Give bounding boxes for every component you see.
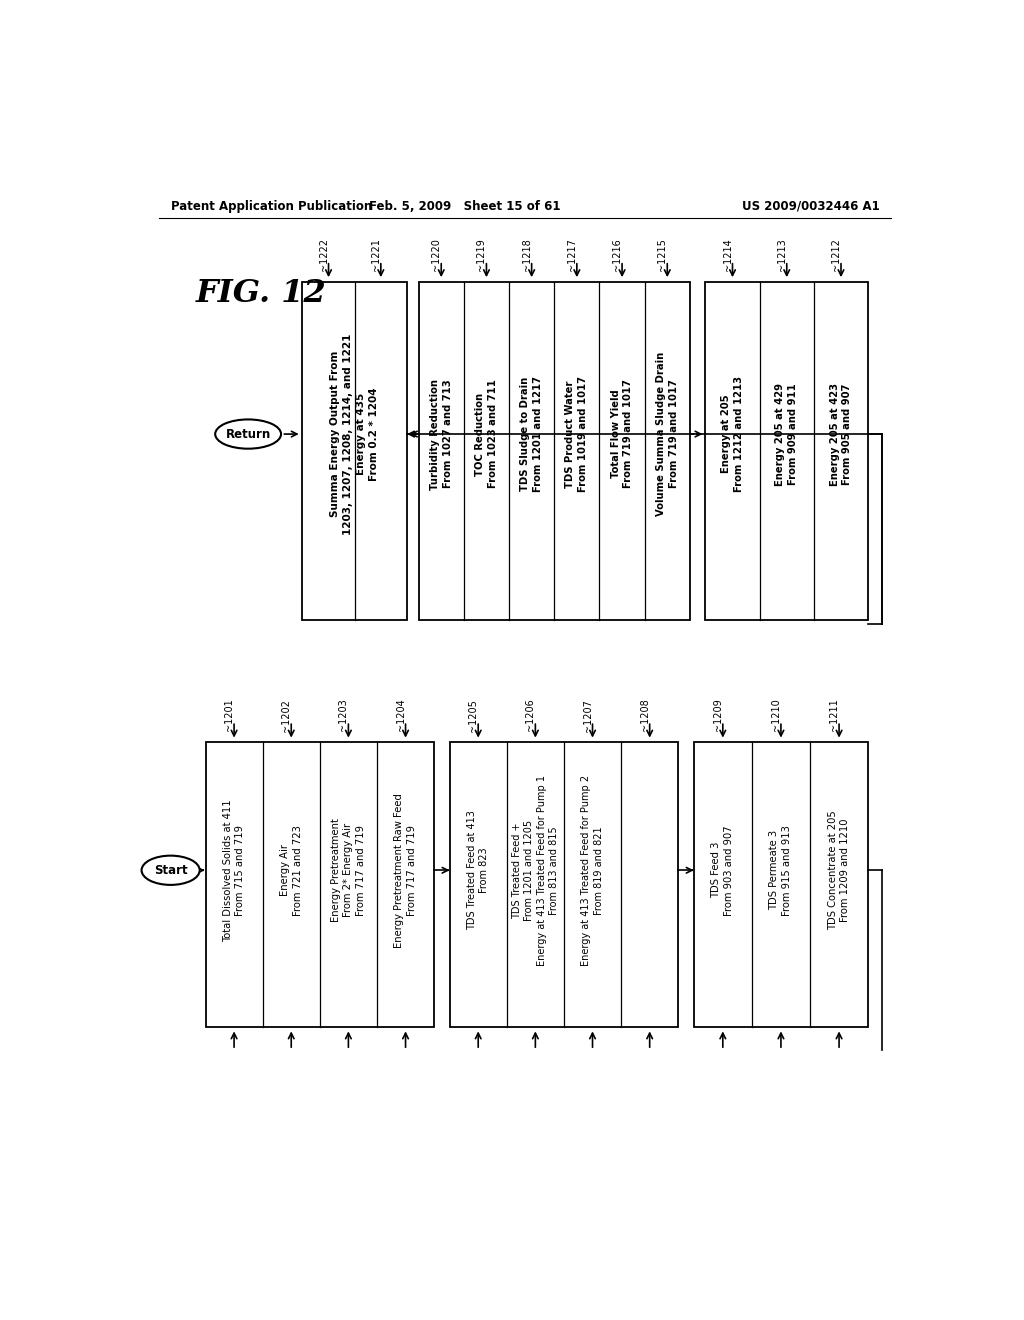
Text: ~1211: ~1211 <box>829 698 839 731</box>
Text: ~1205: ~1205 <box>468 698 478 731</box>
Bar <box>706 281 868 620</box>
Bar <box>302 281 407 620</box>
Text: ~1217: ~1217 <box>567 238 577 271</box>
Bar <box>450 742 678 1027</box>
Text: Energy at 205
From 1212 and 1213: Energy at 205 From 1212 and 1213 <box>721 376 743 492</box>
Text: Energy 205 at 429
From 909 and 911: Energy 205 at 429 From 909 and 911 <box>775 383 798 486</box>
Text: TDS Concentrate at 205
From 1209 and 1210: TDS Concentrate at 205 From 1209 and 121… <box>827 810 851 931</box>
Text: Total Flow Yield
From 719 and 1017: Total Flow Yield From 719 and 1017 <box>610 380 634 488</box>
Text: Energy Pretreatment
From 2* Energy Air
From 717 and 719: Energy Pretreatment From 2* Energy Air F… <box>331 818 367 923</box>
Text: ~1212: ~1212 <box>831 238 841 271</box>
Text: ~1206: ~1206 <box>525 698 536 731</box>
Text: FIG. 12: FIG. 12 <box>197 277 327 309</box>
Bar <box>419 281 690 620</box>
Text: TDS Treated Feed at 413
From 823: TDS Treated Feed at 413 From 823 <box>467 810 489 931</box>
Text: ~1213: ~1213 <box>777 239 786 271</box>
Text: ~1209: ~1209 <box>713 698 723 731</box>
Ellipse shape <box>141 855 200 884</box>
Text: ~1203: ~1203 <box>338 698 348 731</box>
Text: Energy Air
From 721 and 723: Energy Air From 721 and 723 <box>280 825 303 916</box>
Text: ~1218: ~1218 <box>521 239 531 271</box>
Text: TDS Sludge to Drain
From 1201 and 1217: TDS Sludge to Drain From 1201 and 1217 <box>520 376 543 492</box>
Text: ~1222: ~1222 <box>318 238 329 271</box>
Text: ~1214: ~1214 <box>723 239 732 271</box>
Text: Energy 205 at 423
From 905 and 907: Energy 205 at 423 From 905 and 907 <box>829 383 852 486</box>
Text: ~1207: ~1207 <box>583 698 593 731</box>
Text: Energy at 413 Treated Feed for Pump 2
From 819 and 821: Energy at 413 Treated Feed for Pump 2 Fr… <box>582 775 604 966</box>
Text: Summa Energy Output From
1203, 1207, 1208, 1214, and 1221
Energy at 435
From 0.2: Summa Energy Output From 1203, 1207, 120… <box>330 334 380 535</box>
Text: ~1202: ~1202 <box>282 698 291 731</box>
Text: Start: Start <box>154 863 187 876</box>
Text: TOC Reduction
From 1023 and 711: TOC Reduction From 1023 and 711 <box>475 380 498 488</box>
Bar <box>206 742 434 1027</box>
Text: ~1220: ~1220 <box>431 238 441 271</box>
Text: ~1219: ~1219 <box>476 239 486 271</box>
Text: ~1201: ~1201 <box>224 698 234 731</box>
Text: Feb. 5, 2009   Sheet 15 of 61: Feb. 5, 2009 Sheet 15 of 61 <box>370 199 561 213</box>
Text: TDS Permeate 3
From 915 and 913: TDS Permeate 3 From 915 and 913 <box>770 825 793 916</box>
Text: Total Dissolved Solids at 411
From 715 and 719: Total Dissolved Solids at 411 From 715 a… <box>222 799 246 941</box>
Ellipse shape <box>215 420 281 449</box>
Text: ~1208: ~1208 <box>640 698 649 731</box>
Text: ~1215: ~1215 <box>657 238 668 271</box>
Text: Turbidity Reduction
From 1027 and 713: Turbidity Reduction From 1027 and 713 <box>430 379 453 490</box>
Text: US 2009/0032446 A1: US 2009/0032446 A1 <box>742 199 880 213</box>
Text: Energy Pretreatment Raw Feed
From 717 and 719: Energy Pretreatment Raw Feed From 717 an… <box>394 793 417 948</box>
Text: ~1221: ~1221 <box>371 238 381 271</box>
Text: Patent Application Publication: Patent Application Publication <box>171 199 372 213</box>
Bar <box>693 742 868 1027</box>
Text: ~1210: ~1210 <box>771 698 781 731</box>
Text: ~1216: ~1216 <box>612 239 622 271</box>
Text: TDS Feed 3
From 903 and 907: TDS Feed 3 From 903 and 907 <box>712 825 734 916</box>
Text: Return: Return <box>225 428 270 441</box>
Text: TDS Treated Feed +
From 1201 and 1205
Energy at 413 Treated Feed for Pump 1
From: TDS Treated Feed + From 1201 and 1205 En… <box>512 775 559 966</box>
Text: TDS Product Water
From 1019 and 1017: TDS Product Water From 1019 and 1017 <box>565 376 588 492</box>
Text: Volume Summa Sludge Drain
From 719 and 1017: Volume Summa Sludge Drain From 719 and 1… <box>655 352 679 516</box>
Text: ~1204: ~1204 <box>395 698 406 731</box>
